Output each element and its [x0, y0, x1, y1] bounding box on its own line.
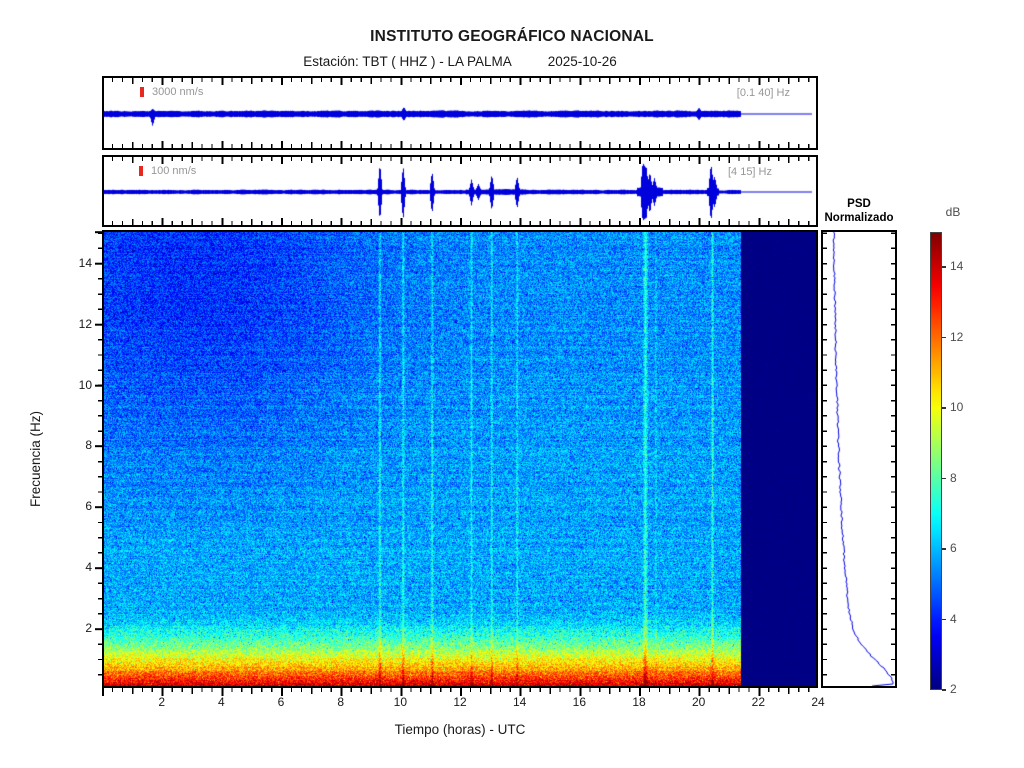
- y-axis-label: Frecuencia (Hz): [28, 410, 43, 508]
- psd-right-ticks: [891, 232, 895, 686]
- x-tick-label: 16: [572, 695, 586, 709]
- trace2-scale-marker: [139, 166, 143, 176]
- y-tick-label: 4: [85, 560, 92, 575]
- colorbar-tick: [942, 477, 946, 480]
- colorbar-tick-label: 2: [950, 682, 957, 696]
- colorbar-tick-label: 14: [950, 259, 964, 274]
- trace2-canvas: [104, 157, 816, 225]
- y-tick-label: 10: [78, 377, 92, 392]
- y-tick-label: 8: [85, 438, 92, 453]
- trace1-top-major-ticks: [102, 78, 818, 85]
- trace2-band-label: [4 15] Hz: [727, 166, 772, 178]
- colorbar-tick: [942, 266, 946, 269]
- subtitle: Estación: TBT ( HHZ ) - LA PALMA 2025-10…: [102, 54, 818, 69]
- x-tick-label: 6: [277, 695, 285, 709]
- psd-canvas: [823, 232, 895, 686]
- y-tick-label: 2: [85, 621, 92, 636]
- x-tick-label: 14: [512, 695, 527, 709]
- x-tick-label: 22: [751, 695, 765, 709]
- colorbar-tick-label: 12: [950, 329, 964, 344]
- x-tick-label: 12: [453, 695, 467, 709]
- x-axis-label: Tiempo (horas) - UTC: [394, 722, 526, 737]
- x-tick-label: 20: [691, 695, 706, 709]
- x-tick-label: 4: [217, 695, 225, 709]
- trace1-band-label: [0.1 40] Hz: [736, 87, 790, 99]
- y-tick-label: 6: [85, 499, 92, 514]
- colorbar-tick: [942, 407, 946, 409]
- psd-title-line2: Normalizado: [824, 211, 894, 224]
- trace1-scale-label: 3000 nm/s: [152, 86, 204, 98]
- x-tick-label: 2: [158, 695, 165, 709]
- time-major-ticks: [102, 688, 818, 696]
- colorbar-tick-label: 4: [950, 611, 957, 626]
- colorbar-tick-label: 10: [950, 400, 964, 415]
- x-tick-label: 10: [393, 695, 407, 709]
- colorbar-tick: [942, 548, 946, 550]
- page-title: INSTITUTO GEOGRÁFICO NACIONAL: [370, 28, 654, 45]
- colorbar-tick-label: 6: [950, 541, 957, 556]
- colorbar-tick-label: 8: [950, 470, 957, 485]
- trace1-canvas: [104, 78, 816, 148]
- trace1-bottom-major-ticks: [102, 141, 818, 148]
- station-label: Estación: TBT ( HHZ ) - LA PALMA: [303, 54, 512, 69]
- colorbar-tick: [942, 689, 946, 691]
- trace2-top-major-ticks: [102, 157, 818, 164]
- freq-major-ticks: [95, 230, 102, 688]
- trace2-bottom-major-ticks: [102, 218, 818, 225]
- y-tick-label: 14: [78, 255, 92, 270]
- x-tick-label: 24: [811, 695, 825, 709]
- colorbar: [930, 232, 942, 690]
- x-tick-label: 8: [337, 695, 344, 709]
- colorbar-tick: [942, 336, 946, 339]
- colorbar-unit-label: dB: [945, 205, 961, 219]
- trace2-scale-label: 100 nm/s: [151, 165, 197, 177]
- date-label: 2025-10-26: [547, 54, 617, 69]
- spectrogram-canvas: [102, 230, 818, 688]
- x-tick-label: 18: [632, 695, 646, 709]
- trace1-scale-marker: [140, 87, 144, 97]
- y-tick-label: 12: [78, 316, 92, 331]
- psd-title-line1: PSD: [847, 198, 871, 210]
- psd-left-ticks: [823, 232, 827, 686]
- colorbar-tick: [942, 618, 946, 621]
- psd-title: PSD Normalizado: [818, 198, 900, 225]
